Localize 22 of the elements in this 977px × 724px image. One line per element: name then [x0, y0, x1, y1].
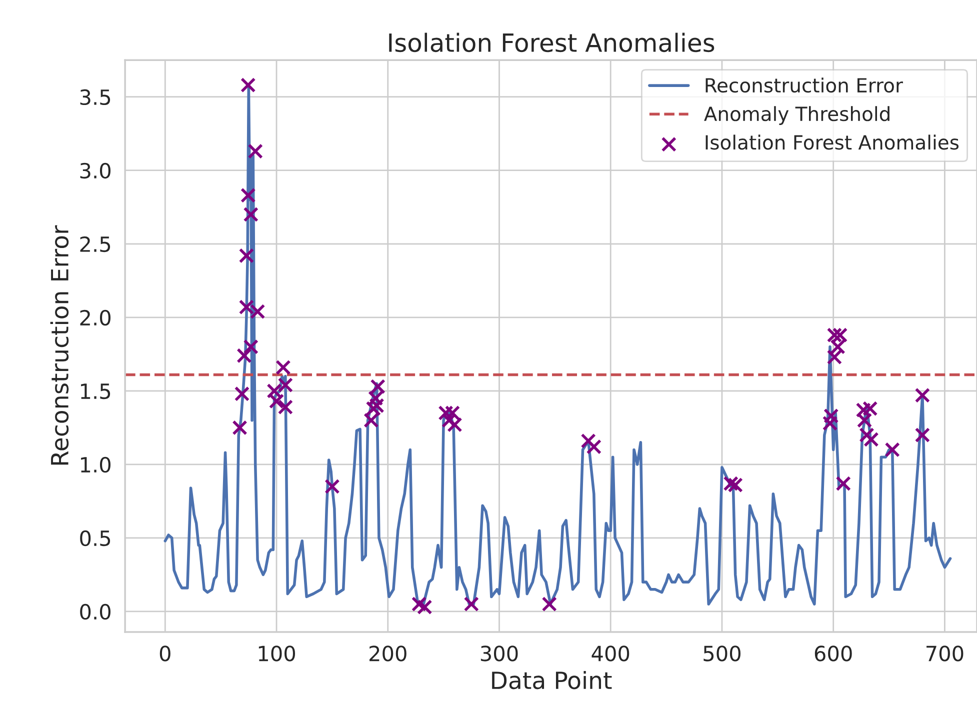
x-tick-label: 200	[370, 646, 406, 662]
y-tick-label: 2.5	[80, 236, 110, 252]
y-tick-label: 1.0	[81, 456, 110, 473]
y-axis-title: Reconstruction Error	[50, 225, 69, 465]
y-tick-label: 0.5	[80, 530, 110, 546]
legend-label: Reconstruction Error	[706, 78, 903, 93]
legend-label: Isolation Forest Anomalies	[706, 134, 959, 150]
y-tick-label: 3.0	[80, 162, 110, 179]
y-tick-label: 0.0	[80, 604, 110, 620]
x-tick-label: 100	[258, 646, 296, 662]
legend-label: Anomaly Threshold	[704, 106, 890, 125]
x-tick-label: 300	[480, 646, 518, 662]
chart-title: Isolation Forest Anomalies	[389, 32, 714, 52]
y-tick-label: 3.5	[80, 89, 110, 106]
x-axis-title: Data Point	[492, 670, 612, 690]
x-tick-label: 600	[814, 646, 852, 662]
x-tick-label: 700	[926, 646, 964, 662]
x-tick-label: 0	[160, 646, 170, 662]
x-tick-label: 400	[592, 646, 630, 662]
y-tick-label: 2.0	[80, 310, 110, 326]
y-tick-label: 1.5	[81, 384, 110, 400]
x-tick-label: 500	[704, 646, 740, 662]
